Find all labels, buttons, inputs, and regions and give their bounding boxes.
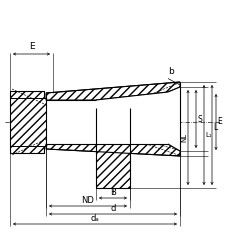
Polygon shape xyxy=(10,98,46,146)
Polygon shape xyxy=(46,82,180,100)
Text: b: b xyxy=(168,66,174,76)
Text: E: E xyxy=(217,118,222,126)
Text: B: B xyxy=(110,188,116,197)
Polygon shape xyxy=(96,108,130,188)
Text: L₁: L₁ xyxy=(205,132,212,138)
Polygon shape xyxy=(46,87,180,151)
Polygon shape xyxy=(46,144,180,156)
Text: d: d xyxy=(110,204,116,213)
Text: L: L xyxy=(213,122,217,132)
Text: S: S xyxy=(197,114,202,124)
Text: E: E xyxy=(29,42,34,51)
Polygon shape xyxy=(10,146,44,153)
Text: ND: ND xyxy=(82,196,94,205)
Text: NL: NL xyxy=(181,133,187,142)
Text: dₐ: dₐ xyxy=(90,214,100,223)
Polygon shape xyxy=(10,91,44,98)
